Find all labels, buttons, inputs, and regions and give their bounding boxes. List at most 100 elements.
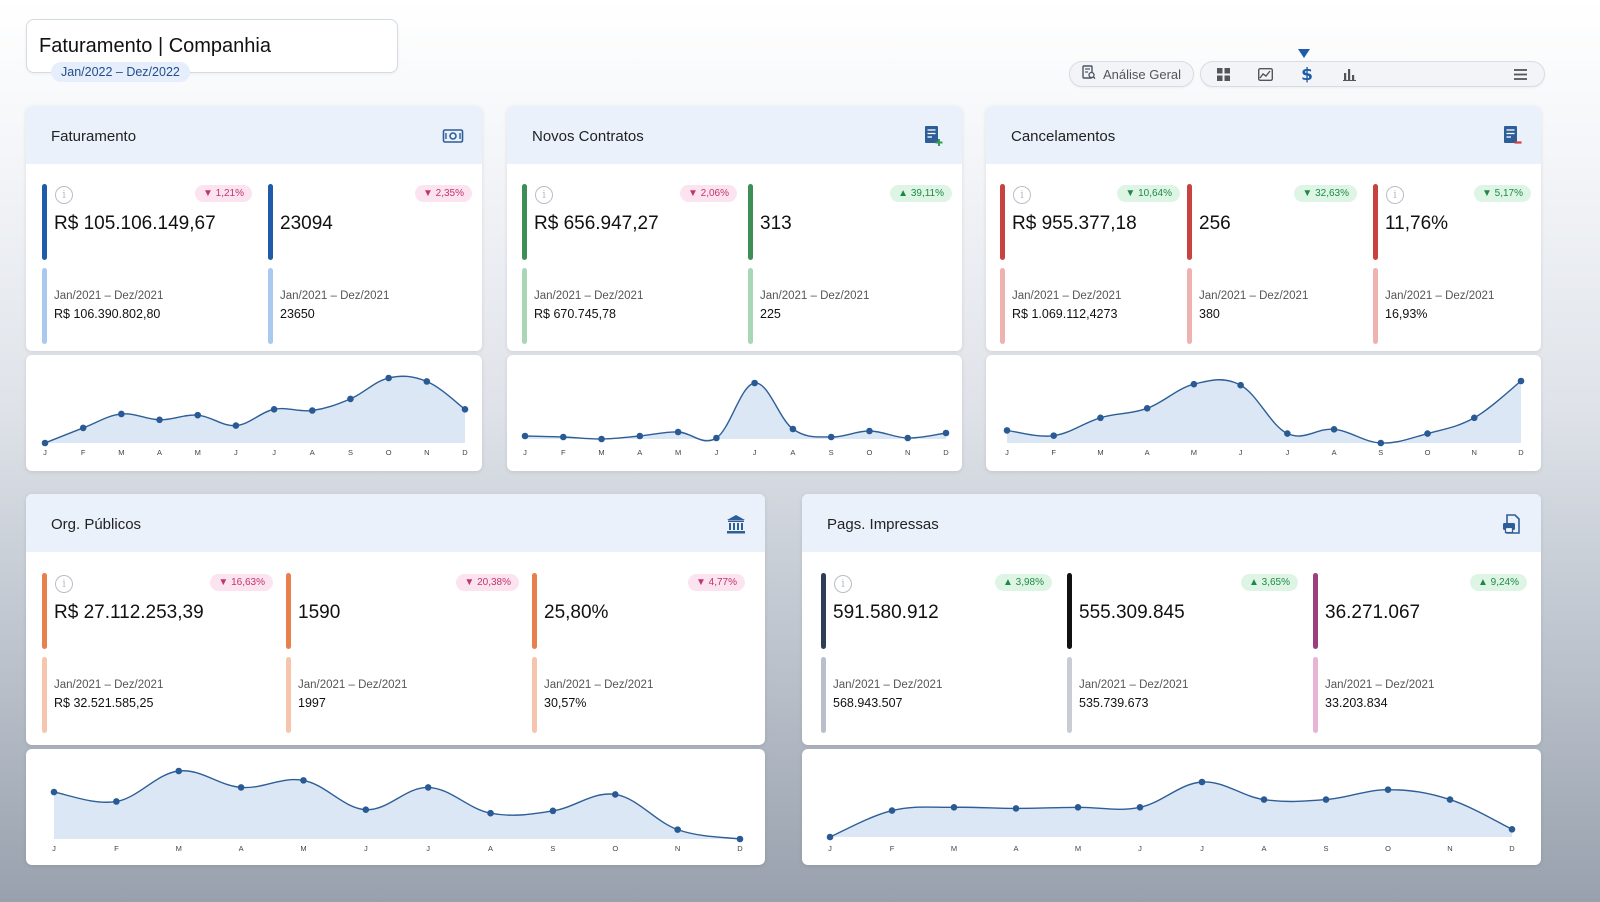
info-icon[interactable]: i bbox=[55, 575, 73, 593]
data-point[interactable] bbox=[50, 788, 58, 796]
data-point[interactable] bbox=[1377, 439, 1385, 447]
analysis-button[interactable]: Análise Geral bbox=[1069, 61, 1195, 87]
data-point[interactable] bbox=[1237, 381, 1244, 389]
grid-icon[interactable] bbox=[1214, 65, 1232, 83]
data-point[interactable] bbox=[424, 784, 432, 791]
data-point[interactable] bbox=[41, 439, 49, 447]
data-point[interactable] bbox=[461, 406, 469, 413]
kpi-block: i 11,76% ▼ 5,17% Jan/2021 – Dez/2021 16,93% bbox=[1373, 184, 1531, 346]
data-point[interactable] bbox=[1074, 804, 1082, 811]
data-point[interactable] bbox=[736, 835, 744, 843]
info-icon[interactable]: i bbox=[55, 186, 73, 204]
data-point[interactable] bbox=[598, 435, 605, 443]
data-point[interactable] bbox=[194, 411, 202, 419]
x-tick-label: A bbox=[239, 844, 244, 853]
data-point[interactable] bbox=[385, 374, 392, 382]
data-point[interactable] bbox=[1517, 377, 1525, 385]
x-tick-label: J bbox=[1138, 844, 1142, 853]
data-point[interactable] bbox=[347, 395, 354, 403]
kpi-previous-value: 535.739.673 bbox=[1079, 696, 1149, 710]
kpi-block: i R$ 105.106.149,67 ▼ 1,21% Jan/2021 – Dez/… bbox=[42, 184, 252, 346]
data-point[interactable] bbox=[1446, 796, 1454, 803]
info-icon[interactable]: i bbox=[1013, 186, 1031, 204]
data-point[interactable] bbox=[827, 433, 835, 441]
data-point[interactable] bbox=[1198, 778, 1206, 786]
data-point[interactable] bbox=[674, 428, 682, 436]
data-point[interactable] bbox=[826, 833, 834, 841]
x-tick-label: M bbox=[1097, 448, 1103, 457]
x-tick-label: M bbox=[300, 844, 306, 853]
area-fill bbox=[54, 770, 740, 839]
data-point[interactable] bbox=[423, 378, 431, 385]
data-point[interactable] bbox=[156, 416, 163, 424]
data-point[interactable] bbox=[1322, 796, 1330, 803]
menu-icon[interactable] bbox=[1511, 65, 1529, 83]
data-point[interactable] bbox=[942, 429, 950, 437]
x-tick-label: D bbox=[462, 448, 468, 457]
data-point[interactable] bbox=[789, 425, 797, 433]
data-point[interactable] bbox=[1050, 432, 1058, 439]
data-point[interactable] bbox=[559, 433, 567, 441]
data-point[interactable] bbox=[118, 410, 125, 418]
data-point[interactable] bbox=[636, 432, 644, 440]
data-point[interactable] bbox=[904, 434, 912, 442]
kpi-previous-accent-bar bbox=[748, 268, 753, 344]
x-tick-label: O bbox=[612, 844, 618, 853]
data-point[interactable] bbox=[866, 427, 873, 435]
data-point[interactable] bbox=[1330, 426, 1338, 433]
x-tick-label: J bbox=[753, 448, 757, 457]
data-point[interactable] bbox=[1097, 414, 1104, 422]
data-point[interactable] bbox=[232, 422, 240, 429]
kpi-value: R$ 27.112.253,39 bbox=[54, 602, 204, 623]
kpi-block: 313 ▲ 39,11% Jan/2021 – Dez/2021 225 bbox=[748, 184, 952, 346]
data-point[interactable] bbox=[175, 767, 183, 775]
data-point[interactable] bbox=[362, 806, 370, 813]
info-icon[interactable]: i bbox=[834, 575, 852, 593]
x-tick-label: J bbox=[43, 448, 47, 457]
data-point[interactable] bbox=[950, 804, 958, 811]
data-point[interactable] bbox=[1003, 427, 1011, 434]
data-point[interactable] bbox=[237, 784, 245, 791]
data-point[interactable] bbox=[487, 809, 494, 817]
x-tick-label: D bbox=[737, 844, 743, 853]
data-point[interactable] bbox=[713, 434, 720, 442]
data-point[interactable] bbox=[1143, 405, 1151, 412]
data-point[interactable] bbox=[79, 424, 87, 432]
kpi-accent-bar bbox=[1187, 184, 1192, 260]
image-chart-icon[interactable] bbox=[1256, 65, 1274, 83]
info-icon[interactable]: i bbox=[535, 186, 553, 204]
data-point[interactable] bbox=[1260, 796, 1268, 803]
x-tick-label: M bbox=[1191, 448, 1197, 457]
data-point[interactable] bbox=[1284, 430, 1291, 437]
kpi-accent-bar bbox=[1067, 573, 1072, 649]
data-point[interactable] bbox=[270, 406, 278, 413]
bar-chart-icon[interactable] bbox=[1340, 65, 1358, 83]
data-point[interactable] bbox=[751, 379, 758, 387]
data-point[interactable] bbox=[1508, 826, 1516, 833]
data-point[interactable] bbox=[1190, 380, 1198, 388]
data-point[interactable] bbox=[549, 807, 557, 815]
data-point[interactable] bbox=[1136, 804, 1144, 811]
data-point[interactable] bbox=[611, 791, 619, 798]
data-point[interactable] bbox=[300, 777, 307, 784]
dollar-icon[interactable]: $ bbox=[1298, 65, 1316, 83]
toolbar: Análise Geral $ bbox=[1069, 49, 1546, 87]
period-filter-pill[interactable]: Jan/2022 – Dez/2022 bbox=[51, 62, 190, 82]
data-point[interactable] bbox=[113, 798, 120, 805]
info-icon[interactable]: i bbox=[1386, 186, 1404, 204]
series-line bbox=[829, 781, 1513, 838]
kpi-previous-accent-bar bbox=[268, 268, 273, 344]
pags-impressas-kpi-card: Pags. Impressas i 591.580.912 ▲ 3,98% Jan/20… bbox=[802, 494, 1541, 745]
data-point[interactable] bbox=[1012, 805, 1020, 812]
data-point[interactable] bbox=[1470, 414, 1478, 422]
data-point[interactable] bbox=[674, 826, 681, 833]
data-point[interactable] bbox=[308, 407, 316, 414]
data-point[interactable] bbox=[521, 432, 529, 440]
kpi-accent-bar bbox=[532, 573, 537, 649]
data-point[interactable] bbox=[1384, 786, 1392, 793]
kpi-value: 313 bbox=[760, 213, 792, 234]
x-tick-label: M bbox=[951, 844, 957, 853]
data-point[interactable] bbox=[1424, 430, 1431, 437]
data-point[interactable] bbox=[888, 807, 896, 814]
